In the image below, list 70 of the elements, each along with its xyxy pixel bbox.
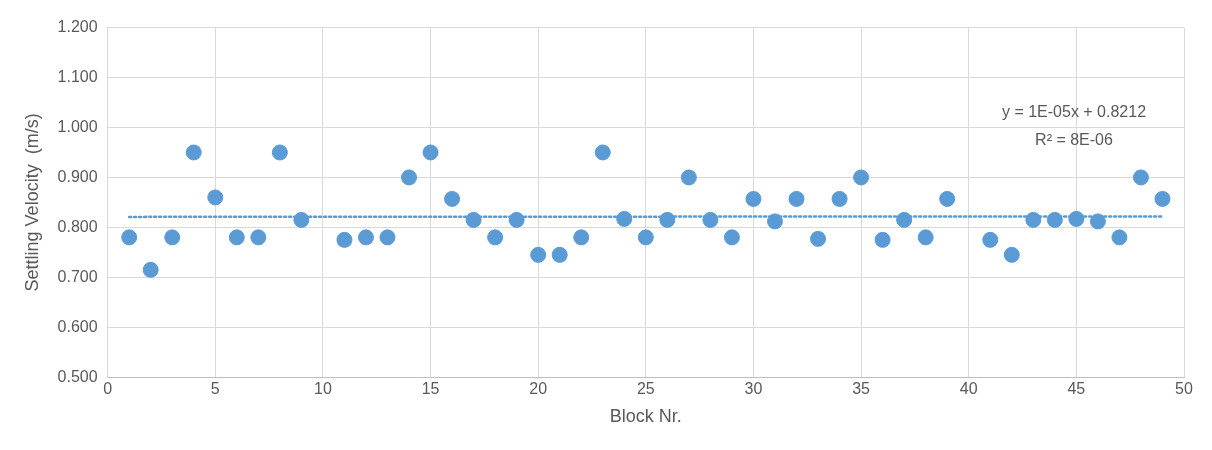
point bbox=[250, 229, 267, 246]
point bbox=[293, 211, 310, 228]
point bbox=[142, 261, 159, 278]
point bbox=[594, 144, 611, 161]
point bbox=[982, 231, 999, 248]
x-tick-label: 20 bbox=[529, 380, 548, 398]
point bbox=[637, 229, 654, 246]
point bbox=[530, 246, 547, 263]
point bbox=[1089, 213, 1106, 230]
point bbox=[185, 144, 202, 161]
point bbox=[1025, 211, 1042, 228]
point bbox=[379, 229, 396, 246]
point bbox=[831, 190, 848, 207]
annotation: R² = 8E-06 bbox=[1035, 131, 1114, 149]
point bbox=[1003, 246, 1020, 263]
y-tick-label: 0.900 bbox=[57, 167, 98, 185]
x-tick-label: 50 bbox=[1175, 380, 1193, 398]
point bbox=[1046, 211, 1063, 228]
point bbox=[723, 229, 740, 246]
y-tick-label: 1.000 bbox=[57, 117, 98, 135]
point bbox=[788, 190, 805, 207]
x-tick-label: 0 bbox=[103, 380, 113, 398]
x-tick-label: 30 bbox=[744, 380, 763, 398]
x-axis-title: Block Nr. bbox=[609, 406, 682, 427]
y-axis-title: Settling Velocity (m/s) bbox=[21, 113, 42, 292]
point bbox=[659, 211, 676, 228]
y-tick-label: 1.200 bbox=[57, 18, 98, 36]
y-tick-label: 0.600 bbox=[57, 317, 98, 335]
point bbox=[702, 211, 719, 228]
y-tick-label: 1.100 bbox=[57, 67, 98, 85]
point bbox=[164, 229, 181, 246]
y-tick-label: 0.500 bbox=[57, 367, 98, 385]
point bbox=[917, 229, 934, 246]
x-tick-label: 45 bbox=[1067, 380, 1086, 398]
point bbox=[551, 246, 568, 263]
point bbox=[616, 210, 633, 227]
x-tick-label: 10 bbox=[314, 380, 332, 398]
point bbox=[336, 231, 353, 248]
x-tick-label: 35 bbox=[852, 380, 871, 398]
point bbox=[810, 230, 827, 247]
point bbox=[1132, 169, 1149, 186]
point bbox=[939, 190, 956, 207]
point bbox=[444, 190, 461, 207]
point bbox=[401, 169, 418, 186]
point bbox=[1154, 190, 1171, 207]
y-tick-label: 0.700 bbox=[57, 267, 98, 285]
point bbox=[766, 213, 783, 230]
point bbox=[357, 229, 374, 246]
point bbox=[271, 144, 288, 161]
point bbox=[508, 211, 525, 228]
point bbox=[573, 229, 590, 246]
point bbox=[853, 169, 870, 186]
annotation: y = 1E-05x + 0.8212 bbox=[1001, 103, 1147, 121]
point bbox=[228, 229, 245, 246]
x-tick-label: 15 bbox=[421, 380, 440, 398]
point bbox=[121, 229, 138, 246]
x-tick-label: 25 bbox=[636, 380, 655, 398]
point bbox=[680, 169, 697, 186]
point bbox=[874, 231, 891, 248]
point bbox=[422, 144, 439, 161]
y-tick-label: 0.800 bbox=[57, 217, 98, 235]
x-tick-label: 40 bbox=[959, 380, 978, 398]
point bbox=[896, 211, 913, 228]
point bbox=[207, 189, 224, 206]
point bbox=[465, 211, 482, 228]
point bbox=[745, 190, 762, 207]
point bbox=[1068, 210, 1085, 227]
point bbox=[1111, 229, 1128, 246]
x-tick-label: 5 bbox=[210, 380, 220, 398]
point bbox=[487, 229, 504, 246]
